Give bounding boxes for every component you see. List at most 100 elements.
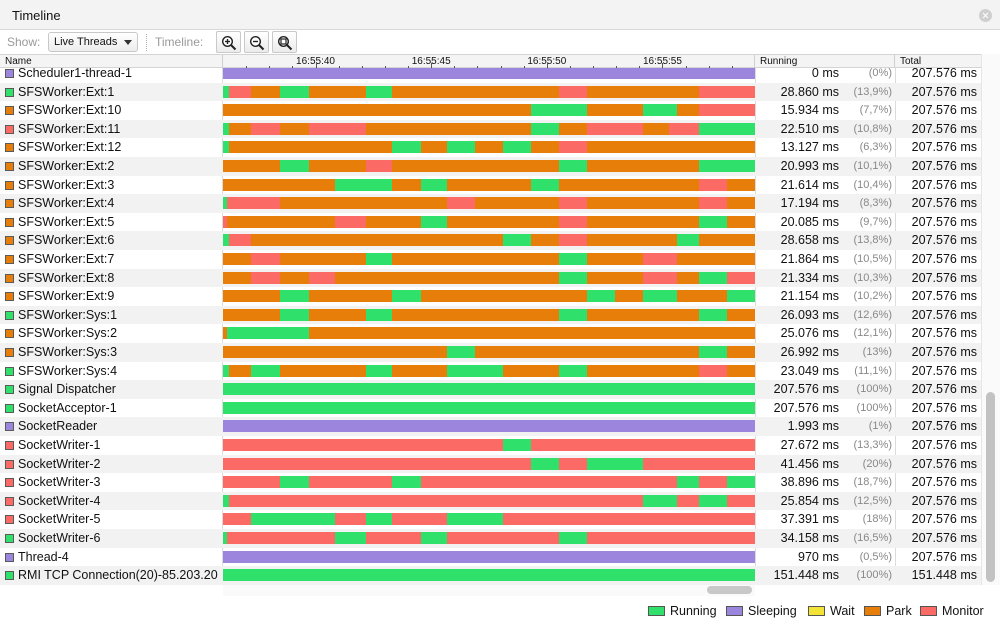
table-row[interactable]: SFSWorker:Ext:1 28.860 ms (13,9%) 207.576 m… [0, 82, 981, 102]
table-row[interactable]: SFSWorker:Ext:3 21.614 ms (10,4%) 207.576 m… [0, 176, 981, 195]
thread-timeline-bar [223, 494, 755, 507]
timeline-segment-park [392, 253, 560, 265]
thread-name: SFSWorker:Ext:5 [18, 214, 115, 229]
table-row[interactable]: SFSWorker:Ext:10 15.934 ms (7,7%) 207.576 m… [0, 101, 981, 120]
thread-name: SocketWriter-1 [18, 438, 101, 452]
table-row[interactable]: SocketAcceptor-1 207.576 ms (100%) 207.576 … [0, 399, 981, 418]
running-percent: (1%) [868, 420, 892, 433]
timeline-segment-running [446, 364, 504, 377]
toolbar-separator [146, 34, 147, 51]
thread-name: SFSWorker:Ext:1 [18, 84, 115, 99]
show-select[interactable]: Live Threads [48, 32, 138, 52]
timeline-segment-running [223, 197, 228, 210]
timeline-tick-mark [292, 66, 294, 68]
table-row[interactable]: Thread-4 970 ms (0,5%) 207.576 ms [0, 548, 981, 567]
total-time: 207.576 ms [911, 84, 977, 99]
table-row[interactable]: Scheduler1-thread-1 0 ms (0%) 207.576 ms [0, 68, 981, 83]
zoom-in-button[interactable] [216, 31, 241, 53]
timeline-segment-park [587, 197, 700, 210]
thread-state-icon [5, 496, 14, 506]
legend-label: Sleeping [748, 604, 797, 618]
table-row[interactable]: SFSWorker:Ext:6 28.658 ms (13,8%) 207.576 m… [0, 231, 981, 250]
column-header-total[interactable]: Total [900, 56, 922, 67]
table-row[interactable]: SocketReader 1.993 ms (1%) 207.576 ms [0, 417, 981, 436]
running-time: 207.576 ms [773, 382, 839, 397]
timeline-segment-running [279, 308, 310, 321]
table-row[interactable]: Signal Dispatcher 207.576 ms (100%) 207.576… [0, 380, 981, 399]
timeline-segment-running [365, 85, 393, 98]
timeline-segment-running [726, 476, 755, 489]
timeline-segment-park [475, 346, 700, 358]
column-header-timeline[interactable]: 16:55:40 16:55:45 16:55:50 16:55:55 [223, 55, 755, 68]
table-row[interactable]: SocketWriter-5 37.391 ms (18%) 207.576 ms [0, 510, 981, 529]
table-row[interactable]: SFSWorker:Ext:2 20.993 ms (10,1%) 207.576 m… [0, 157, 981, 176]
table-row[interactable]: SocketWriter-3 38.896 ms (18,7%) 207.576 ms [0, 473, 981, 492]
timeline-segment-monitor [251, 253, 281, 265]
thread-timeline-bar [223, 401, 755, 414]
table-row[interactable]: SFSWorker:Sys:1 26.093 ms (12,6%) 207.576 m… [0, 305, 981, 325]
vertical-scroll-thumb[interactable] [986, 392, 995, 582]
table-row[interactable]: SFSWorker:Ext:7 21.864 ms (10,5%) 207.576 m… [0, 250, 981, 269]
thread-timeline-bar [223, 104, 755, 117]
timeline-segment-monitor [335, 215, 367, 228]
timeline-segment-sleeping [223, 550, 755, 563]
vertical-scrollbar[interactable] [981, 54, 1000, 585]
table-row[interactable]: SocketWriter-4 25.854 ms (12,5%) 207.576 ms [0, 491, 981, 511]
table-row[interactable]: SFSWorker:Ext:9 21.154 ms (10,2%) 207.576 m… [0, 287, 981, 306]
table-row[interactable]: SocketWriter-2 41.456 ms (20%) 207.576 ms [0, 454, 981, 474]
timeline-tick-mark [361, 66, 363, 68]
running-percent: (13,3%) [853, 439, 892, 451]
table-row[interactable]: SFSWorker:Sys:4 23.049 ms (11,1%) 207.576 m… [0, 362, 981, 381]
table-row[interactable]: RMI TCP Connection(20)-85.203.20 151.448 … [0, 566, 981, 585]
timeline-segment-park [726, 308, 755, 321]
zoom-out-button[interactable] [244, 31, 269, 53]
running-percent: (12,1%) [853, 327, 892, 340]
thread-name: SFSWorker:Ext:12 [18, 140, 122, 155]
thread-name-cell: SFSWorker:Ext:12 [0, 138, 222, 157]
timeline-segment-park [676, 290, 728, 303]
timeline-segment-running [559, 160, 588, 172]
timeline-segment-monitor [699, 197, 728, 210]
zoom-fit-button[interactable] [272, 31, 297, 53]
timeline-tick-mark [408, 66, 410, 68]
thread-name: Signal Dispatcher [18, 382, 116, 397]
horizontal-scroll-thumb[interactable] [707, 586, 752, 594]
panel-title[interactable]: Timeline [12, 8, 61, 23]
thread-name: SFSWorker:Ext:3 [18, 177, 115, 192]
timeline-tick-mark [500, 66, 502, 68]
timeline-segment-running [446, 513, 504, 526]
timeline-segment-park [223, 327, 228, 340]
timeline-segment-running [223, 401, 755, 414]
table-row[interactable]: SFSWorker:Ext:11 22.510 ms (10,8%) 207.576 … [0, 119, 981, 139]
running-time: 20.085 ms [780, 214, 839, 229]
table-row[interactable]: SocketWriter-1 27.672 ms (13,3%) 207.576 ms [0, 436, 981, 455]
timeline-segment-running [699, 346, 728, 358]
table-row[interactable]: SocketWriter-6 34.158 ms (16,5%) 207.576 ms [0, 529, 981, 548]
timeline-segment-monitor [699, 476, 728, 489]
table-row[interactable]: SFSWorker:Sys:3 26.992 ms (13%) 207.576 ms [0, 343, 981, 362]
timeline-segment-monitor [392, 513, 448, 526]
table-row[interactable]: SFSWorker:Ext:4 17.194 ms (8,3%) 207.576 ms [0, 194, 981, 213]
horizontal-scrollbar[interactable] [223, 585, 755, 596]
thread-name-cell: SFSWorker:Ext:4 [0, 194, 222, 213]
column-divider [895, 68, 896, 585]
table-row[interactable]: SFSWorker:Sys:2 25.076 ms (12,1%) 207.576 m… [0, 324, 981, 343]
column-header-running[interactable]: Running [755, 55, 895, 68]
table-row[interactable]: SFSWorker:Ext:5 20.085 ms (9,7%) 207.576 ms [0, 213, 981, 232]
timeline-segment-monitor [223, 513, 252, 526]
table-row[interactable]: SFSWorker:Ext:8 21.334 ms (10,3%) 207.576 m… [0, 268, 981, 288]
timeline-segment-running [420, 178, 448, 191]
table-row[interactable]: SFSWorker:Ext:12 13.127 ms (6,3%) 207.576 m… [0, 138, 981, 157]
timeline-segment-park [223, 290, 281, 303]
thread-state-icon [5, 478, 14, 488]
thread-name-cell: SocketAcceptor-1 [0, 399, 222, 418]
running-time: 17.194 ms [780, 196, 839, 211]
thread-name-cell: SFSWorker:Ext:8 [0, 269, 222, 288]
column-header-name[interactable]: Name [0, 55, 223, 68]
total-time: 207.576 ms [911, 121, 977, 136]
timeline-segment-park [308, 160, 367, 172]
column-divider [755, 68, 756, 585]
close-icon[interactable] [979, 9, 992, 22]
running-time: 28.658 ms [780, 233, 839, 248]
thread-state-icon [5, 366, 14, 376]
